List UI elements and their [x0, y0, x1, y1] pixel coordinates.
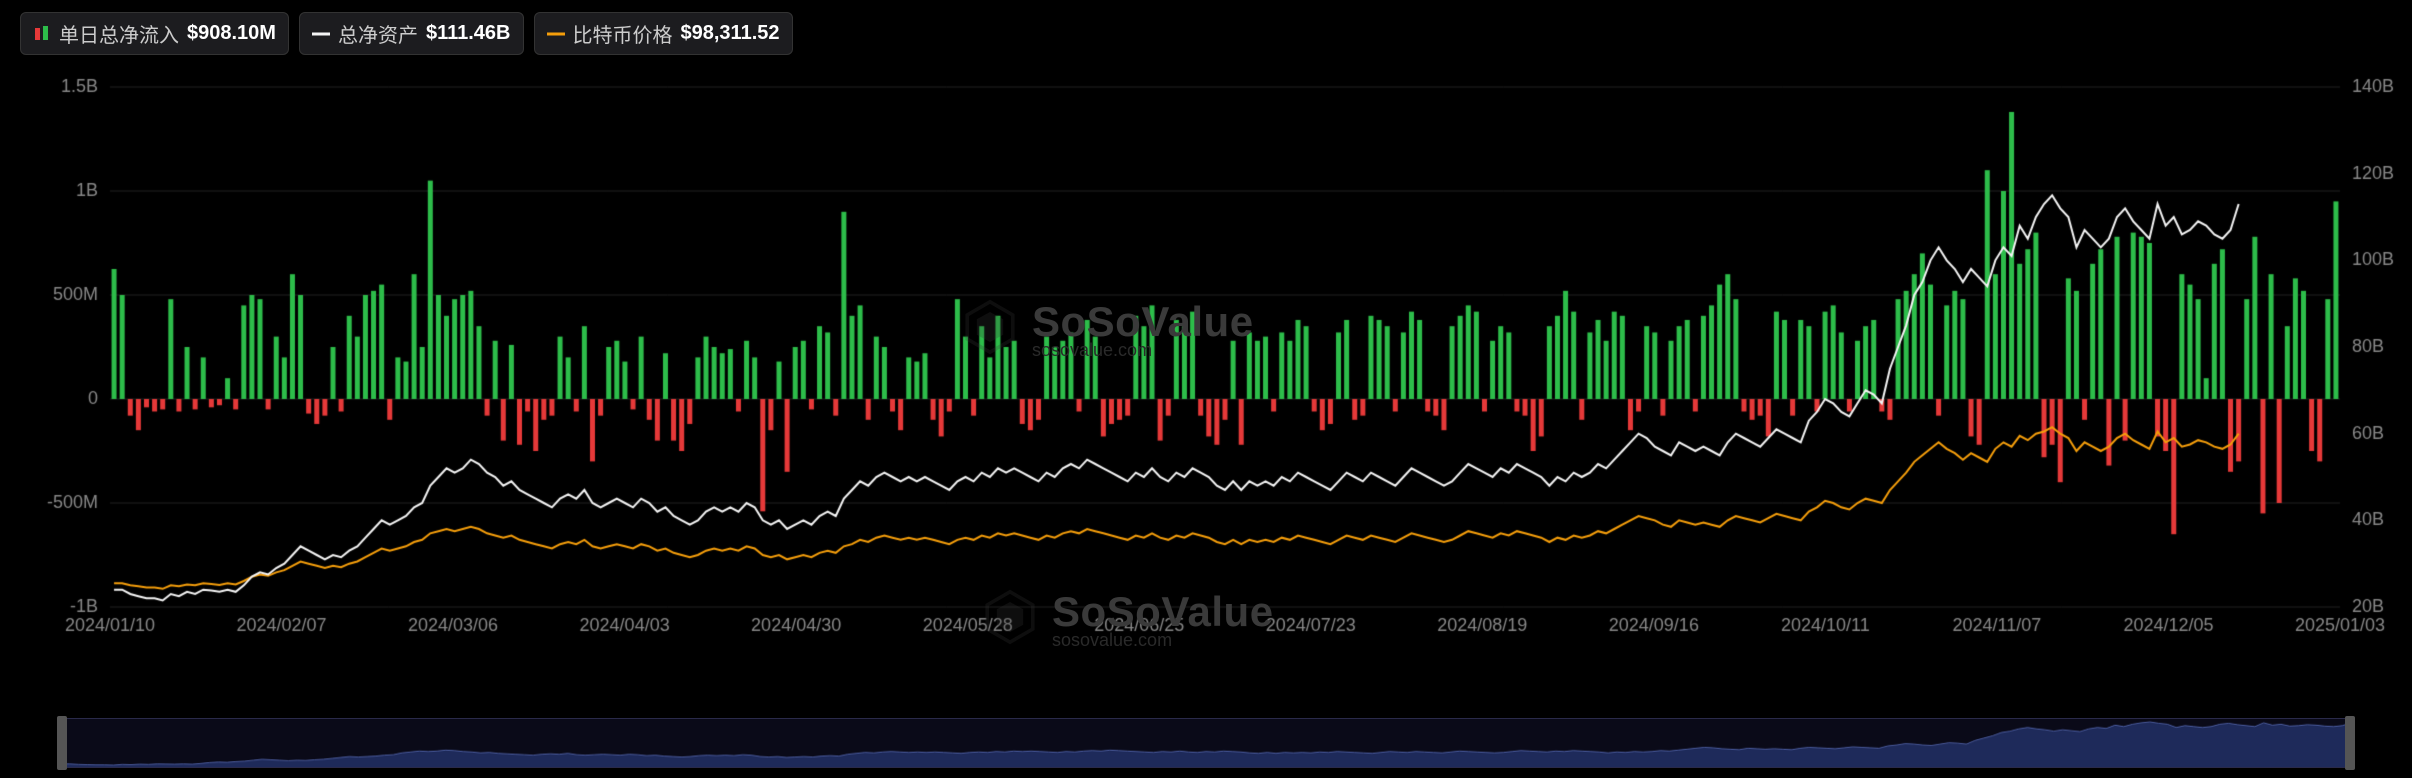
slider-canvas: [61, 719, 2351, 767]
time-slider[interactable]: [60, 718, 2352, 768]
line-orange-icon: [547, 25, 565, 43]
legend-item-assets[interactable]: 总净资产 $111.46B: [299, 12, 524, 55]
legend-label: 总净资产: [338, 19, 418, 48]
legend-item-btc[interactable]: 比特币价格 $98,311.52: [534, 12, 793, 55]
legend-value: $111.46B: [426, 22, 511, 45]
chart-canvas[interactable]: [0, 67, 2412, 707]
chart-container: { "legend": { "items": [ {"key":"netflow…: [0, 0, 2412, 778]
bars-icon: [33, 25, 51, 43]
slider-handle-right[interactable]: [2345, 716, 2355, 770]
legend-label: 单日总净流入: [59, 19, 179, 48]
legend-label: 比特币价格: [573, 19, 673, 48]
legend: 单日总净流入 $908.10M 总净资产 $111.46B 比特币价格 $98,…: [0, 0, 2412, 67]
legend-value: $98,311.52: [681, 22, 780, 45]
chart-area: SoSoValue sosovalue.com SoSoValue sosova…: [0, 67, 2412, 707]
line-white-icon: [312, 25, 330, 43]
legend-item-netflow[interactable]: 单日总净流入 $908.10M: [20, 12, 289, 55]
legend-value: $908.10M: [187, 22, 276, 45]
slider-handle-left[interactable]: [57, 716, 67, 770]
